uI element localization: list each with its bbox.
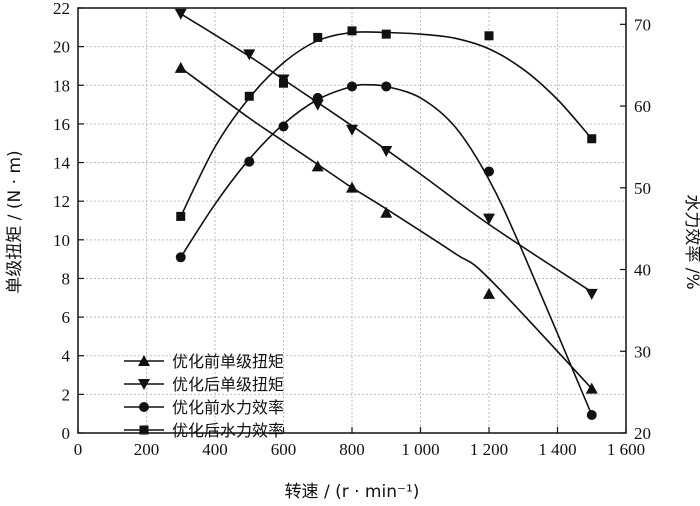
y-tick-label: 14	[53, 154, 71, 173]
y-tick-label: 2	[62, 385, 71, 404]
data-point	[174, 8, 187, 20]
data-point	[312, 92, 323, 103]
data-point	[585, 382, 598, 394]
x-tick-label: 200	[134, 440, 160, 459]
x-tick-label: 400	[202, 440, 228, 459]
y-tick-label: 18	[53, 76, 70, 95]
y-tick-label: 6	[62, 308, 71, 327]
legend-marker	[139, 402, 149, 412]
y2-tick-label: 20	[634, 424, 651, 443]
data-point	[381, 29, 391, 39]
y2-tick-label: 70	[634, 15, 651, 34]
y2-axis-title: 水力效率 /%	[682, 194, 700, 289]
x-tick-label: 1 600	[607, 440, 645, 459]
data-point	[244, 91, 254, 101]
data-point	[279, 78, 288, 88]
data-point	[585, 288, 598, 300]
data-point	[176, 211, 186, 221]
data-point	[346, 181, 358, 193]
data-point	[381, 81, 392, 92]
y2-tick-label: 60	[634, 97, 651, 116]
series-curve	[180, 67, 593, 390]
data-point	[311, 160, 324, 172]
x-tick-label: 800	[339, 440, 365, 459]
legend-label: 优化前水力效率	[172, 398, 284, 417]
legend-label: 优化后单级扭矩	[172, 375, 284, 394]
axis-ticks	[77, 7, 627, 434]
data-point	[483, 287, 495, 299]
data-markers	[174, 8, 598, 421]
x-tick-label: 1 200	[470, 440, 508, 459]
data-point	[347, 81, 357, 92]
data-point	[174, 61, 187, 73]
x-axis-title: 转速 / (r · min⁻¹)	[285, 482, 420, 502]
data-point	[346, 124, 358, 136]
x-tick-label: 1 000	[401, 440, 439, 459]
data-point	[311, 99, 324, 111]
grid	[78, 8, 626, 433]
legend-label: 优化前单级扭矩	[172, 352, 284, 371]
y2-tick-labels: 20 30 40 50 60 70	[634, 15, 651, 443]
y-axis-title: 单级扭矩 / (N · m)	[5, 150, 25, 293]
data-point	[586, 410, 597, 421]
y2-tick-label: 40	[634, 261, 651, 280]
y2-tick-label: 30	[634, 342, 651, 361]
x-tick-labels: 0 200 400 600 800 1 000 1 200 1 400 1 600	[74, 440, 645, 459]
y-tick-label: 4	[62, 347, 71, 366]
y2-tick-label: 50	[634, 179, 651, 198]
data-point	[244, 156, 255, 167]
y-tick-label: 8	[62, 269, 71, 288]
legend-marker	[138, 379, 150, 390]
legend-label: 优化后水力效率	[172, 421, 284, 440]
y-tick-label: 22	[53, 0, 70, 18]
data-point	[484, 31, 494, 41]
y-tick-label: 0	[62, 424, 71, 443]
legend-marker	[139, 425, 149, 435]
y-tick-label: 10	[53, 231, 70, 250]
y-tick-label: 16	[53, 115, 70, 134]
data-point	[243, 49, 256, 61]
y-tick-label: 12	[53, 192, 70, 211]
data-point	[278, 121, 289, 132]
data-point	[347, 26, 357, 36]
data-point	[483, 213, 495, 225]
x-tick-label: 0	[74, 440, 83, 459]
data-point	[484, 166, 494, 177]
x-tick-label: 600	[271, 440, 297, 459]
data-point	[313, 32, 323, 42]
y-tick-label: 20	[53, 38, 70, 57]
data-point	[380, 206, 393, 218]
y-tick-labels: 0 2 4 6 8 10 12 14 16 18 20 22	[53, 0, 71, 443]
data-point	[380, 145, 393, 157]
legend-marker	[138, 355, 150, 366]
data-point	[587, 134, 597, 144]
data-point	[175, 252, 186, 263]
x-tick-label: 1 400	[538, 440, 576, 459]
